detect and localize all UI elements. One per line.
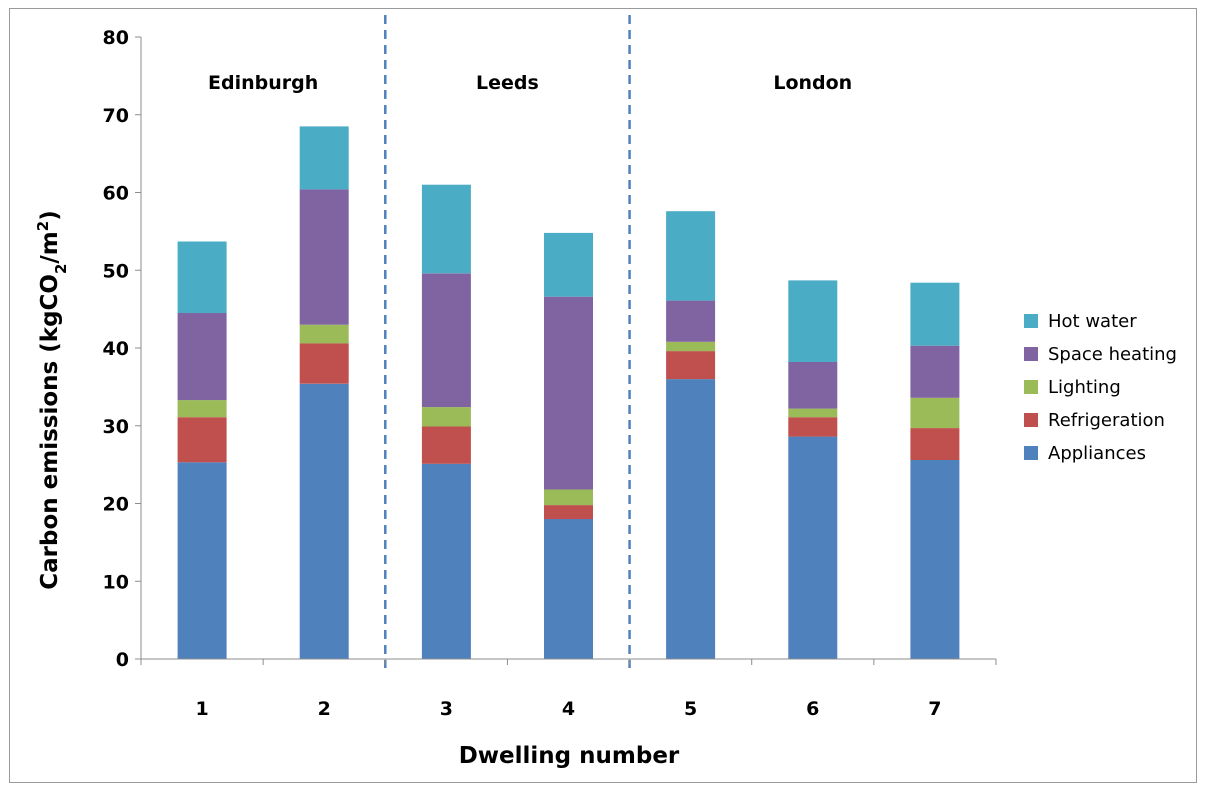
bar-hot-water-6 — [788, 280, 838, 362]
y-tick-label: 20 — [103, 494, 129, 516]
region-separators — [384, 15, 631, 668]
bar-space-heating-5 — [666, 300, 716, 342]
y-tick-label: 70 — [103, 105, 129, 127]
x-tick-label: 3 — [440, 698, 453, 720]
bar-space-heating-7 — [910, 345, 960, 398]
x-ticks: 1 2 3 4 5 6 7 — [140, 659, 997, 720]
legend-label-appliances: Appliances — [1048, 443, 1146, 464]
legend-label-hot-water: Hot water — [1048, 311, 1137, 332]
y-tick-label: 30 — [103, 416, 129, 438]
x-tick-label: 4 — [562, 698, 575, 720]
bar-appliances-6 — [788, 436, 838, 659]
x-tick-label: 1 — [195, 698, 208, 720]
bar-refrigeration-5 — [666, 351, 716, 380]
bar-lighting-7 — [910, 397, 960, 429]
y-tick-label: 60 — [103, 183, 129, 205]
legend-swatch-appliances — [1024, 446, 1038, 460]
bar-lighting-4 — [544, 489, 593, 506]
legend-swatch-hot-water — [1024, 314, 1038, 328]
y-ticks: 0 10 20 30 40 50 60 70 80 — [103, 27, 141, 671]
bar-appliances-2 — [299, 383, 349, 659]
region-labels: Edinburgh Leeds London — [208, 72, 852, 94]
x-tick-label: 7 — [928, 698, 941, 720]
bar-refrigeration-7 — [910, 428, 960, 460]
bar-lighting-5 — [666, 341, 716, 352]
legend-label-refrigeration: Refrigeration — [1048, 410, 1165, 431]
legend-swatch-refrigeration — [1024, 413, 1038, 427]
legend-label-space-heating: Space heating — [1048, 344, 1177, 365]
region-label-edinburgh: Edinburgh — [208, 72, 318, 94]
bar-hot-water-3 — [421, 184, 471, 274]
bar-appliances-5 — [666, 379, 716, 659]
bar-space-heating-3 — [421, 273, 471, 408]
bar-lighting-1 — [177, 400, 227, 418]
x-axis-title: Dwelling number — [459, 743, 680, 769]
legend: Hot water Space heating Lighting Refrigerat… — [1024, 311, 1177, 464]
bar-space-heating-4 — [544, 296, 593, 490]
bar-appliances-3 — [421, 463, 471, 659]
x-tick-label: 2 — [318, 698, 331, 720]
bar-hot-water-5 — [666, 211, 716, 301]
bar-hot-water-2 — [299, 126, 349, 190]
bar-refrigeration-2 — [299, 343, 349, 384]
bar-appliances-4 — [544, 519, 593, 659]
bar-lighting-6 — [788, 408, 838, 418]
x-tick-label: 5 — [684, 698, 697, 720]
y-tick-label: 50 — [103, 260, 129, 282]
y-tick-label: 10 — [103, 571, 129, 593]
legend-swatch-lighting — [1024, 380, 1038, 394]
bar-appliances-1 — [177, 462, 227, 659]
bar-lighting-3 — [421, 407, 471, 427]
bar-hot-water-1 — [177, 241, 227, 313]
bar-refrigeration-4 — [544, 505, 593, 520]
bar-lighting-2 — [299, 324, 349, 344]
bar-space-heating-2 — [299, 189, 349, 325]
y-axis-title: Carbon emissions (kgCO2/m2) — [34, 210, 70, 589]
y-tick-label: 80 — [103, 27, 129, 49]
legend-label-lighting: Lighting — [1048, 377, 1121, 398]
bar-refrigeration-3 — [421, 426, 471, 464]
y-tick-label: 40 — [103, 338, 129, 360]
bar-space-heating-1 — [177, 313, 227, 401]
bar-refrigeration-6 — [788, 417, 838, 437]
y-tick-label: 0 — [116, 649, 129, 671]
bar-space-heating-6 — [788, 362, 838, 409]
region-label-london: London — [773, 72, 852, 94]
legend-swatch-space-heating — [1024, 347, 1038, 361]
bar-hot-water-4 — [544, 232, 593, 297]
bar-refrigeration-1 — [177, 417, 227, 463]
x-tick-label: 6 — [806, 698, 819, 720]
bars-layer — [177, 126, 960, 659]
bar-hot-water-7 — [910, 282, 960, 346]
region-label-leeds: Leeds — [476, 72, 539, 94]
bar-appliances-7 — [910, 460, 960, 659]
